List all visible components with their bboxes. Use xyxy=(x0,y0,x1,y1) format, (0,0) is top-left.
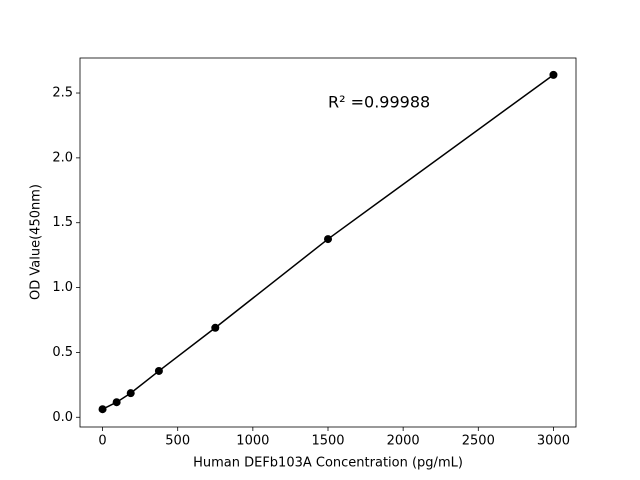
data-point xyxy=(211,323,220,332)
x-tick-label: 500 xyxy=(165,434,190,449)
x-axis-label: Human DEFb103A Concentration (pg/mL) xyxy=(193,456,463,471)
y-tick-label: 1.0 xyxy=(52,280,73,295)
x-tick-label: 0 xyxy=(98,434,106,449)
y-tick-label: 2.0 xyxy=(52,150,73,165)
y-tick-label: 0.5 xyxy=(52,345,73,360)
x-tick-label: 3000 xyxy=(537,434,570,449)
data-point xyxy=(98,405,107,414)
y-tick-label: 2.5 xyxy=(52,86,73,101)
data-point xyxy=(112,398,121,407)
x-tick-label: 2000 xyxy=(387,434,420,449)
data-point xyxy=(154,366,163,375)
data-point xyxy=(324,235,332,244)
data-point xyxy=(549,70,558,79)
y-axis-label: OD Value(450nm) xyxy=(29,184,44,300)
data-point xyxy=(126,389,135,398)
y-tick-label: 1.5 xyxy=(52,215,73,230)
x-tick-label: 2500 xyxy=(462,434,495,449)
annotation: R² =0.99988 xyxy=(328,93,430,112)
x-tick-label: 1000 xyxy=(236,434,269,449)
x-tick-label: 1500 xyxy=(311,434,344,449)
y-tick-label: 0.0 xyxy=(52,410,73,425)
